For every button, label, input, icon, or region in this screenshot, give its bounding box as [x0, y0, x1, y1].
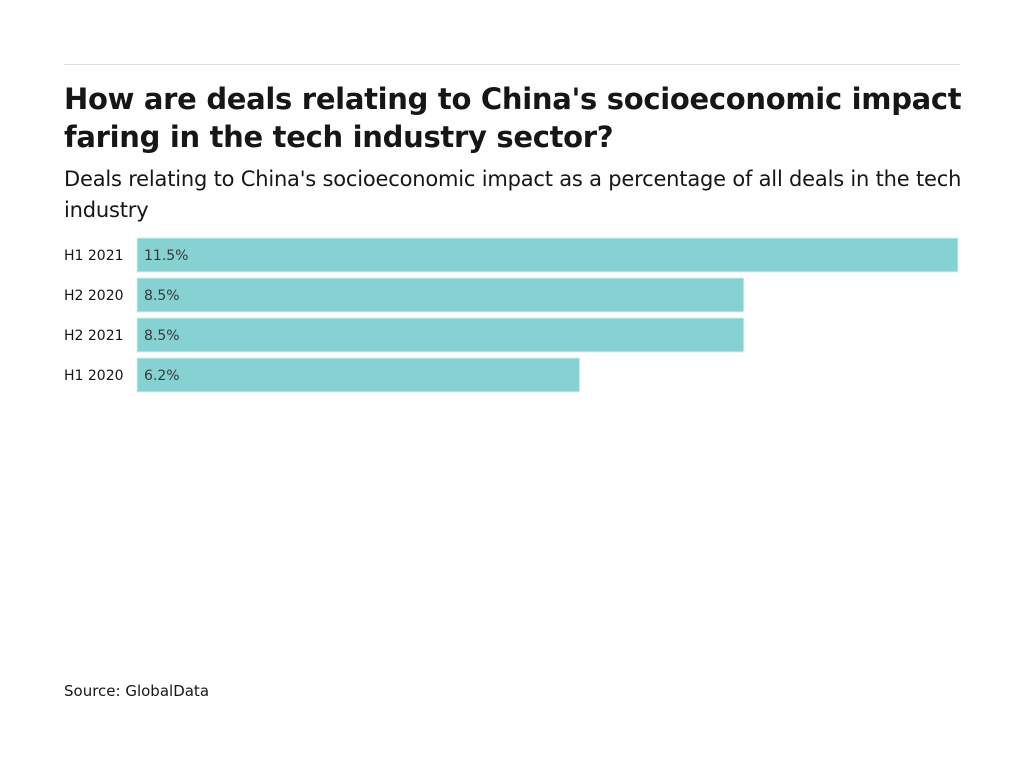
top-divider — [64, 64, 960, 65]
bar — [136, 277, 745, 313]
category-label: H1 2021 — [64, 248, 124, 264]
bar-row: H2 2020 8.5% — [64, 277, 745, 313]
category-label: H1 2020 — [64, 368, 124, 384]
chart-title: How are deals relating to China's socioe… — [64, 82, 962, 154]
bar — [136, 317, 745, 353]
category-label: H2 2020 — [64, 288, 124, 304]
source-note: Source: GlobalData — [64, 682, 210, 700]
value-label: 6.2% — [144, 368, 180, 384]
value-label: 11.5% — [144, 248, 188, 264]
value-label: 8.5% — [144, 288, 180, 304]
bar — [136, 237, 959, 273]
bar-row: H2 2021 8.5% — [64, 317, 745, 353]
bar — [136, 357, 581, 393]
bar-row: H1 2020 6.2% — [64, 357, 581, 393]
bars-group: H1 2021 11.5% H2 2020 8.5% H2 2021 8.5% H1 202… — [64, 237, 959, 393]
chart-subtitle: Deals relating to China's socioeconomic … — [64, 167, 962, 222]
value-label: 8.5% — [144, 328, 180, 344]
bar-row: H1 2021 11.5% — [64, 237, 959, 273]
category-label: H2 2021 — [64, 328, 124, 344]
